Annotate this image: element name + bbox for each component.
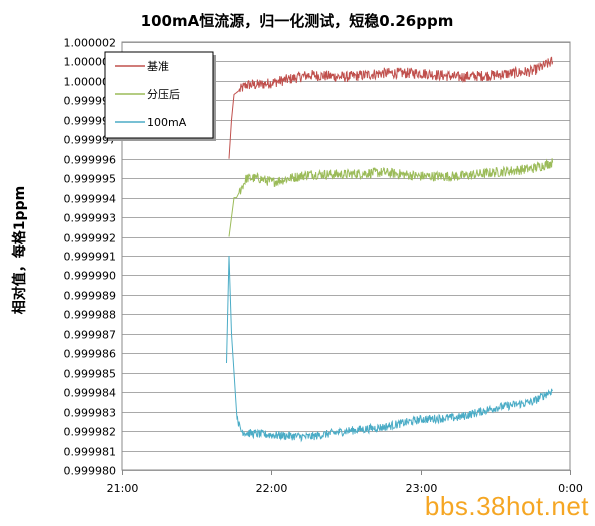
y-tick-label: 0.999994 [64,193,117,206]
y-tick-label: 0.999982 [64,426,117,439]
legend-label: 分压后 [147,88,180,101]
grid [121,41,571,475]
y-tick-label: 0.999995 [64,173,117,186]
y-tick-label: 0.999980 [64,465,117,478]
y-tick-label: 0.999990 [64,270,117,283]
y-tick-label: 1.000001 [64,56,117,69]
series-line-2 [226,255,553,443]
plot-area [226,56,554,443]
x-tick-label: 23:00 [406,482,438,495]
tick-labels: 0.999980 0.999981 0.999982 0.999983 0.999984… [64,37,583,496]
watermark: bbs.38hot.net [424,491,589,521]
y-tick-label: 0.999999 [64,95,117,108]
y-axis-label: 相对值，每格1ppm [11,186,28,314]
y-tick-label: 0.999985 [64,368,117,381]
x-tick-label: 21:00 [107,482,139,495]
y-tick-label: 0.999989 [64,290,117,303]
y-tick-label: 0.999988 [64,309,117,322]
plot-frame [121,41,571,471]
x-tick-label: 0:00 [558,482,583,495]
y-tick-label: 0.999996 [64,154,117,167]
series-line-0 [228,56,554,159]
y-tick-label: 0.999987 [64,329,117,342]
legend-label: 基准 [147,60,169,73]
y-tick-label: 0.999992 [64,232,117,245]
y-tick-label: 0.999997 [64,134,117,147]
chart-title: 100mA恒流源，归一化测试，短稳0.26ppm [141,12,454,30]
y-tick-label: 0.999984 [64,387,117,400]
y-tick-label: 0.999998 [64,115,117,128]
legend-label: 100mA [147,116,187,129]
y-tick-label: 1.000000 [64,76,117,89]
y-tick-label: 1.000002 [64,37,117,50]
y-tick-label: 0.999986 [64,348,117,361]
y-tick-label: 0.999981 [64,446,117,459]
y-tick-label: 0.999993 [64,212,117,225]
x-tick-label: 22:00 [256,482,288,495]
y-tick-label: 0.999991 [64,251,117,264]
y-tick-label: 0.999983 [64,407,117,420]
series-line-1 [228,158,554,237]
